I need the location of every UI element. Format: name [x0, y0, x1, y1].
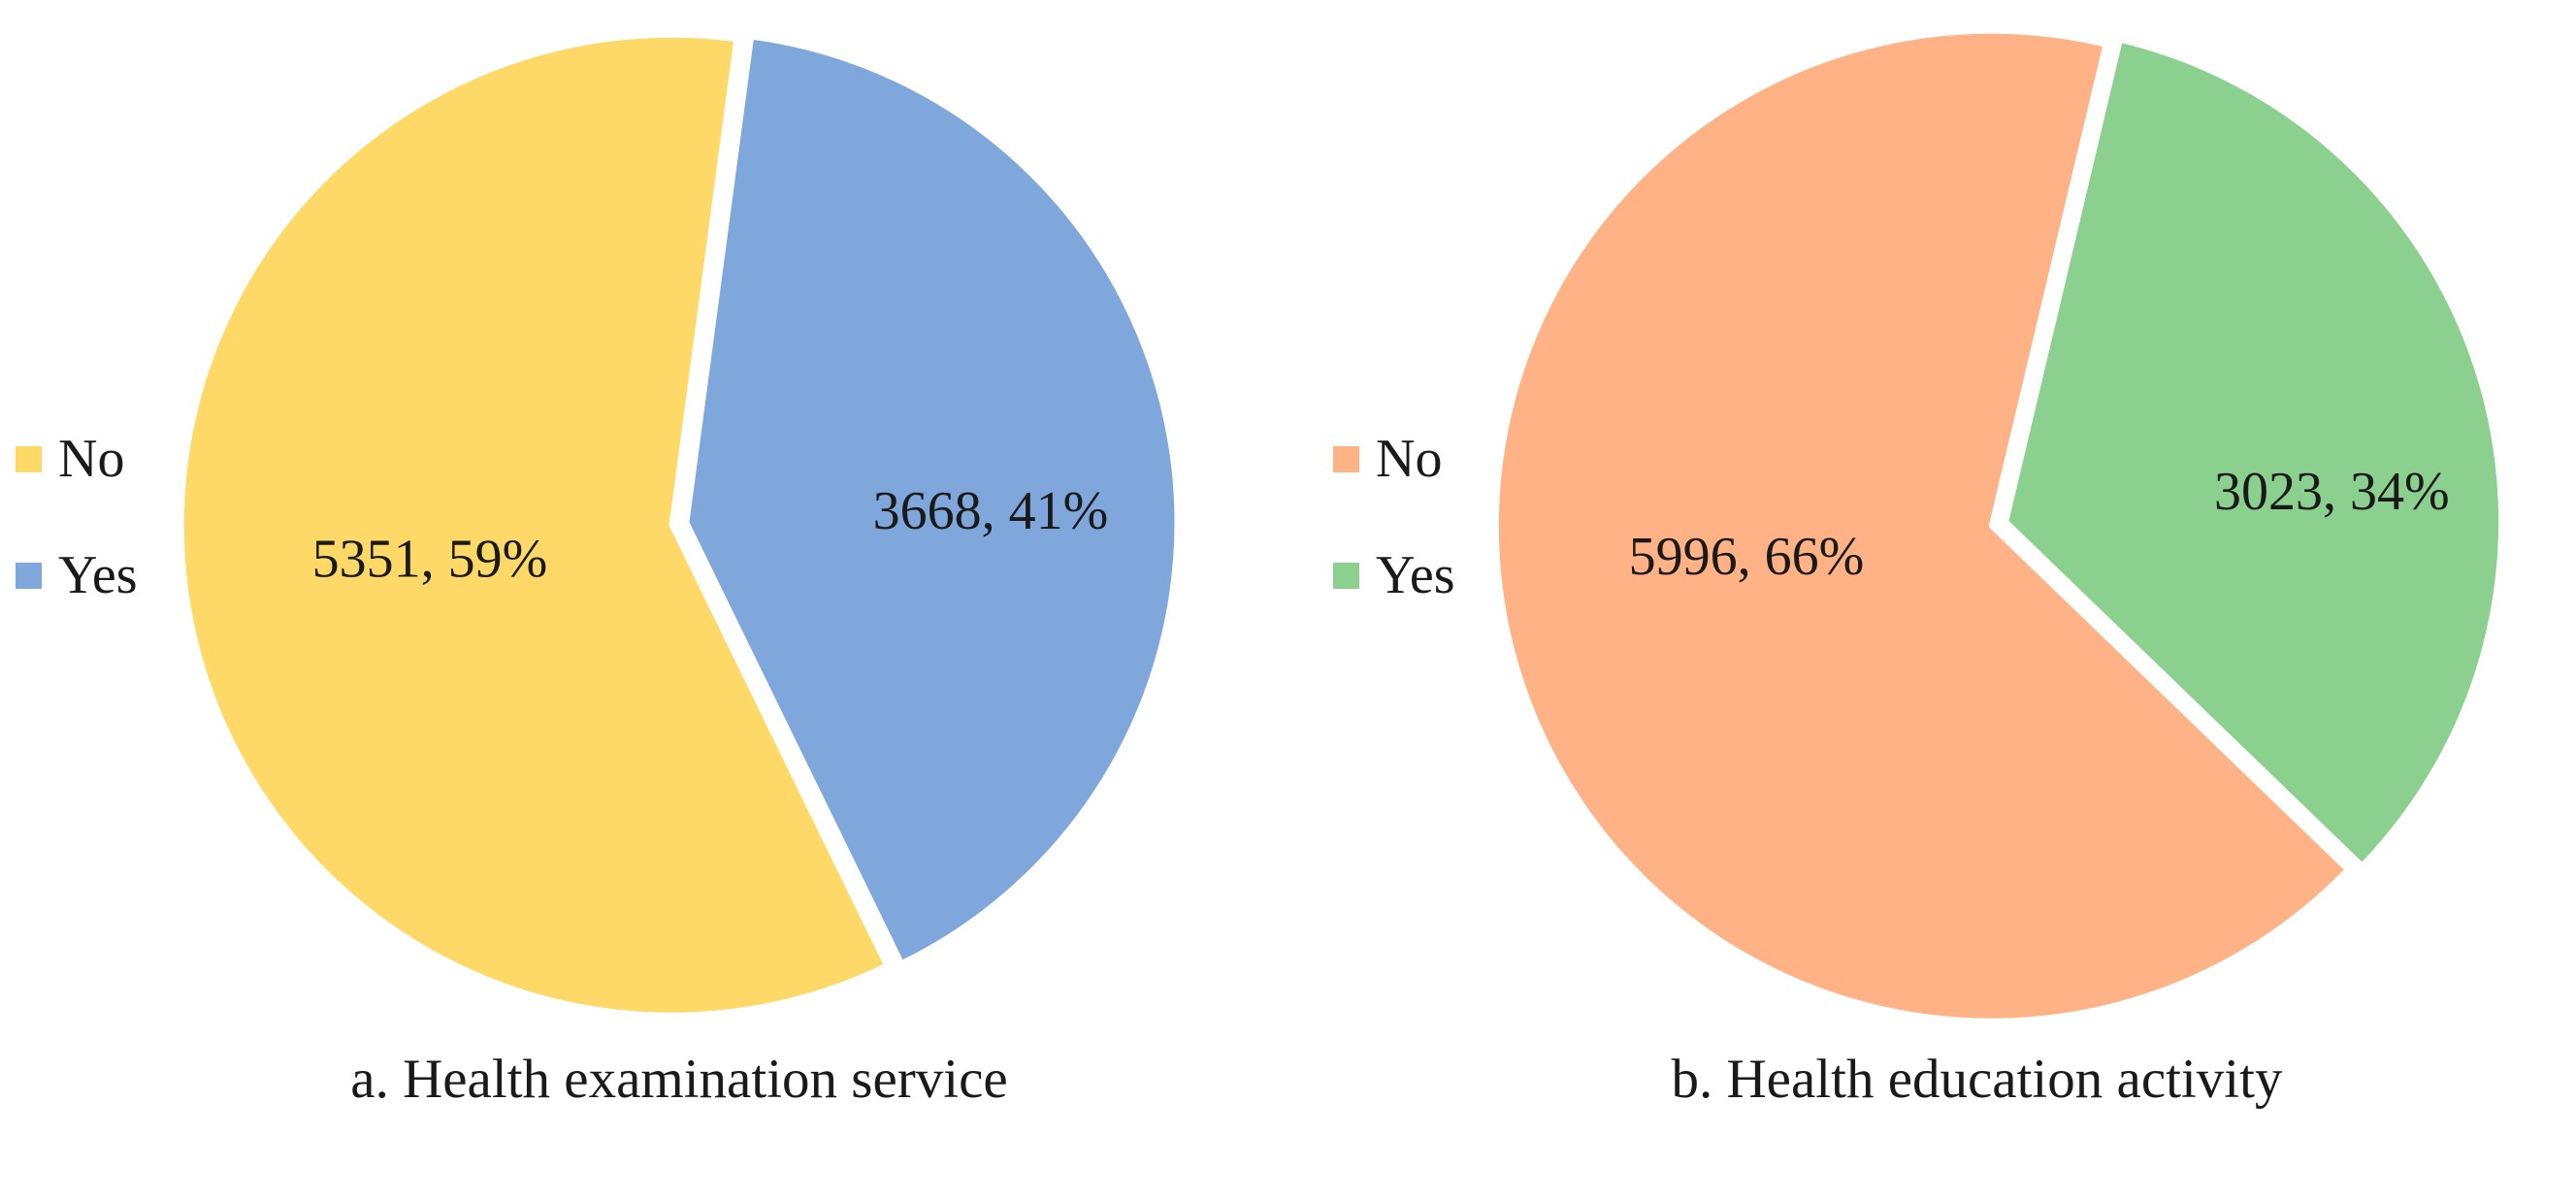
- legend-item-a-yes: Yes: [16, 545, 137, 605]
- caption-chart-a: a. Health examination service: [350, 1049, 1008, 1110]
- legend-swatch-a-no: [16, 445, 42, 472]
- pie-b-slice-yes: [2004, 38, 2504, 868]
- legend-label-b-no: No: [1376, 429, 1443, 489]
- pie-b-slice-no: [1493, 28, 2350, 1023]
- pie-a-slice-yes: [684, 34, 1180, 966]
- legend-item-b-yes: Yes: [1333, 545, 1454, 605]
- legend-item-b-no: No: [1333, 429, 1454, 489]
- legend-chart-a: No Yes: [16, 429, 137, 662]
- pie-a-data-label-yes: 3668, 41%: [873, 481, 1109, 541]
- pie-a-slice-no: [179, 32, 889, 1018]
- caption-chart-b: b. Health education activity: [1671, 1049, 2283, 1110]
- pie-b-data-label-no: 5996, 66%: [1629, 527, 1865, 587]
- legend-label-a-yes: Yes: [58, 545, 138, 605]
- legend-swatch-a-yes: [16, 562, 42, 589]
- legend-swatch-b-no: [1333, 445, 1359, 472]
- legend-item-a-no: No: [16, 429, 137, 489]
- pie-a-data-label-no: 5351, 59%: [312, 530, 548, 590]
- legend-label-a-no: No: [58, 429, 125, 489]
- legend-chart-b: No Yes: [1333, 429, 1454, 662]
- legend-swatch-b-yes: [1333, 562, 1359, 589]
- pie-b-data-label-yes: 3023, 34%: [2214, 462, 2450, 522]
- legend-label-b-yes: Yes: [1376, 545, 1455, 605]
